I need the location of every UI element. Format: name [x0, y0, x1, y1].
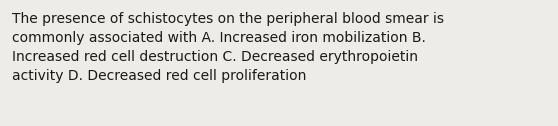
Text: The presence of schistocytes on the peripheral blood smear is
commonly associate: The presence of schistocytes on the peri… — [12, 12, 444, 83]
